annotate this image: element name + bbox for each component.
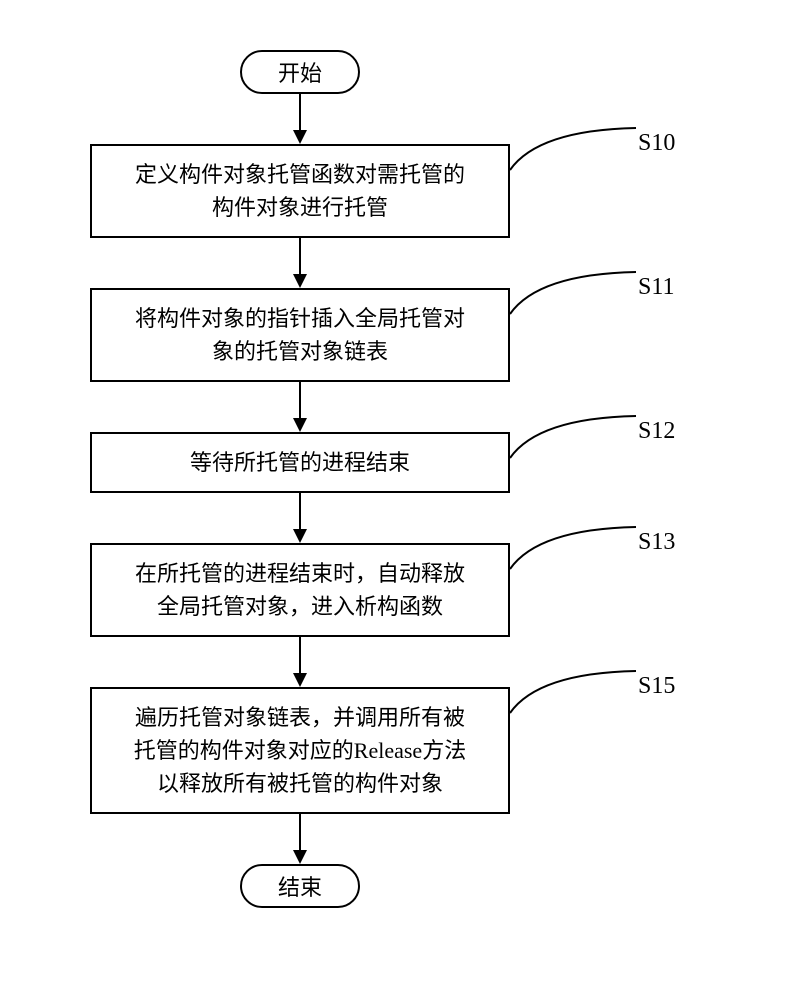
step-label: S13 bbox=[638, 529, 675, 556]
step-label: S10 bbox=[638, 130, 675, 157]
end-text: 结束 bbox=[278, 870, 322, 902]
connector-line bbox=[508, 412, 638, 460]
end-terminal: 结束 bbox=[240, 864, 360, 908]
process-box: 等待所托管的进程结束 bbox=[90, 432, 510, 493]
step-label: S12 bbox=[638, 418, 675, 445]
arrow-icon bbox=[90, 814, 510, 864]
connector-line bbox=[508, 667, 638, 715]
step-row: 将构件对象的指针插入全局托管对象的托管对象链表 S11 bbox=[90, 288, 700, 382]
arrow-icon bbox=[90, 382, 510, 432]
start-text: 开始 bbox=[278, 56, 322, 88]
step-label: S11 bbox=[638, 274, 674, 301]
connector-line bbox=[508, 523, 638, 571]
step-row: 定义构件对象托管函数对需托管的构件对象进行托管 S10 bbox=[90, 144, 700, 238]
process-box: 将构件对象的指针插入全局托管对象的托管对象链表 bbox=[90, 288, 510, 382]
step-label: S15 bbox=[638, 673, 675, 700]
arrow-icon bbox=[90, 94, 510, 144]
arrow-icon bbox=[90, 637, 510, 687]
process-box: 在所托管的进程结束时，自动释放全局托管对象，进入析构函数 bbox=[90, 543, 510, 637]
process-box: 遍历托管对象链表，并调用所有被托管的构件对象对应的Release方法以释放所有被… bbox=[90, 687, 510, 814]
connector-line bbox=[508, 124, 638, 172]
step-row: 遍历托管对象链表，并调用所有被托管的构件对象对应的Release方法以释放所有被… bbox=[90, 687, 700, 814]
step-row: 在所托管的进程结束时，自动释放全局托管对象，进入析构函数 S13 bbox=[90, 543, 700, 637]
connector-line bbox=[508, 268, 638, 316]
process-box: 定义构件对象托管函数对需托管的构件对象进行托管 bbox=[90, 144, 510, 238]
start-terminal: 开始 bbox=[240, 50, 360, 94]
arrow-icon bbox=[90, 238, 510, 288]
step-row: 等待所托管的进程结束 S12 bbox=[90, 432, 700, 493]
arrow-icon bbox=[90, 493, 510, 543]
